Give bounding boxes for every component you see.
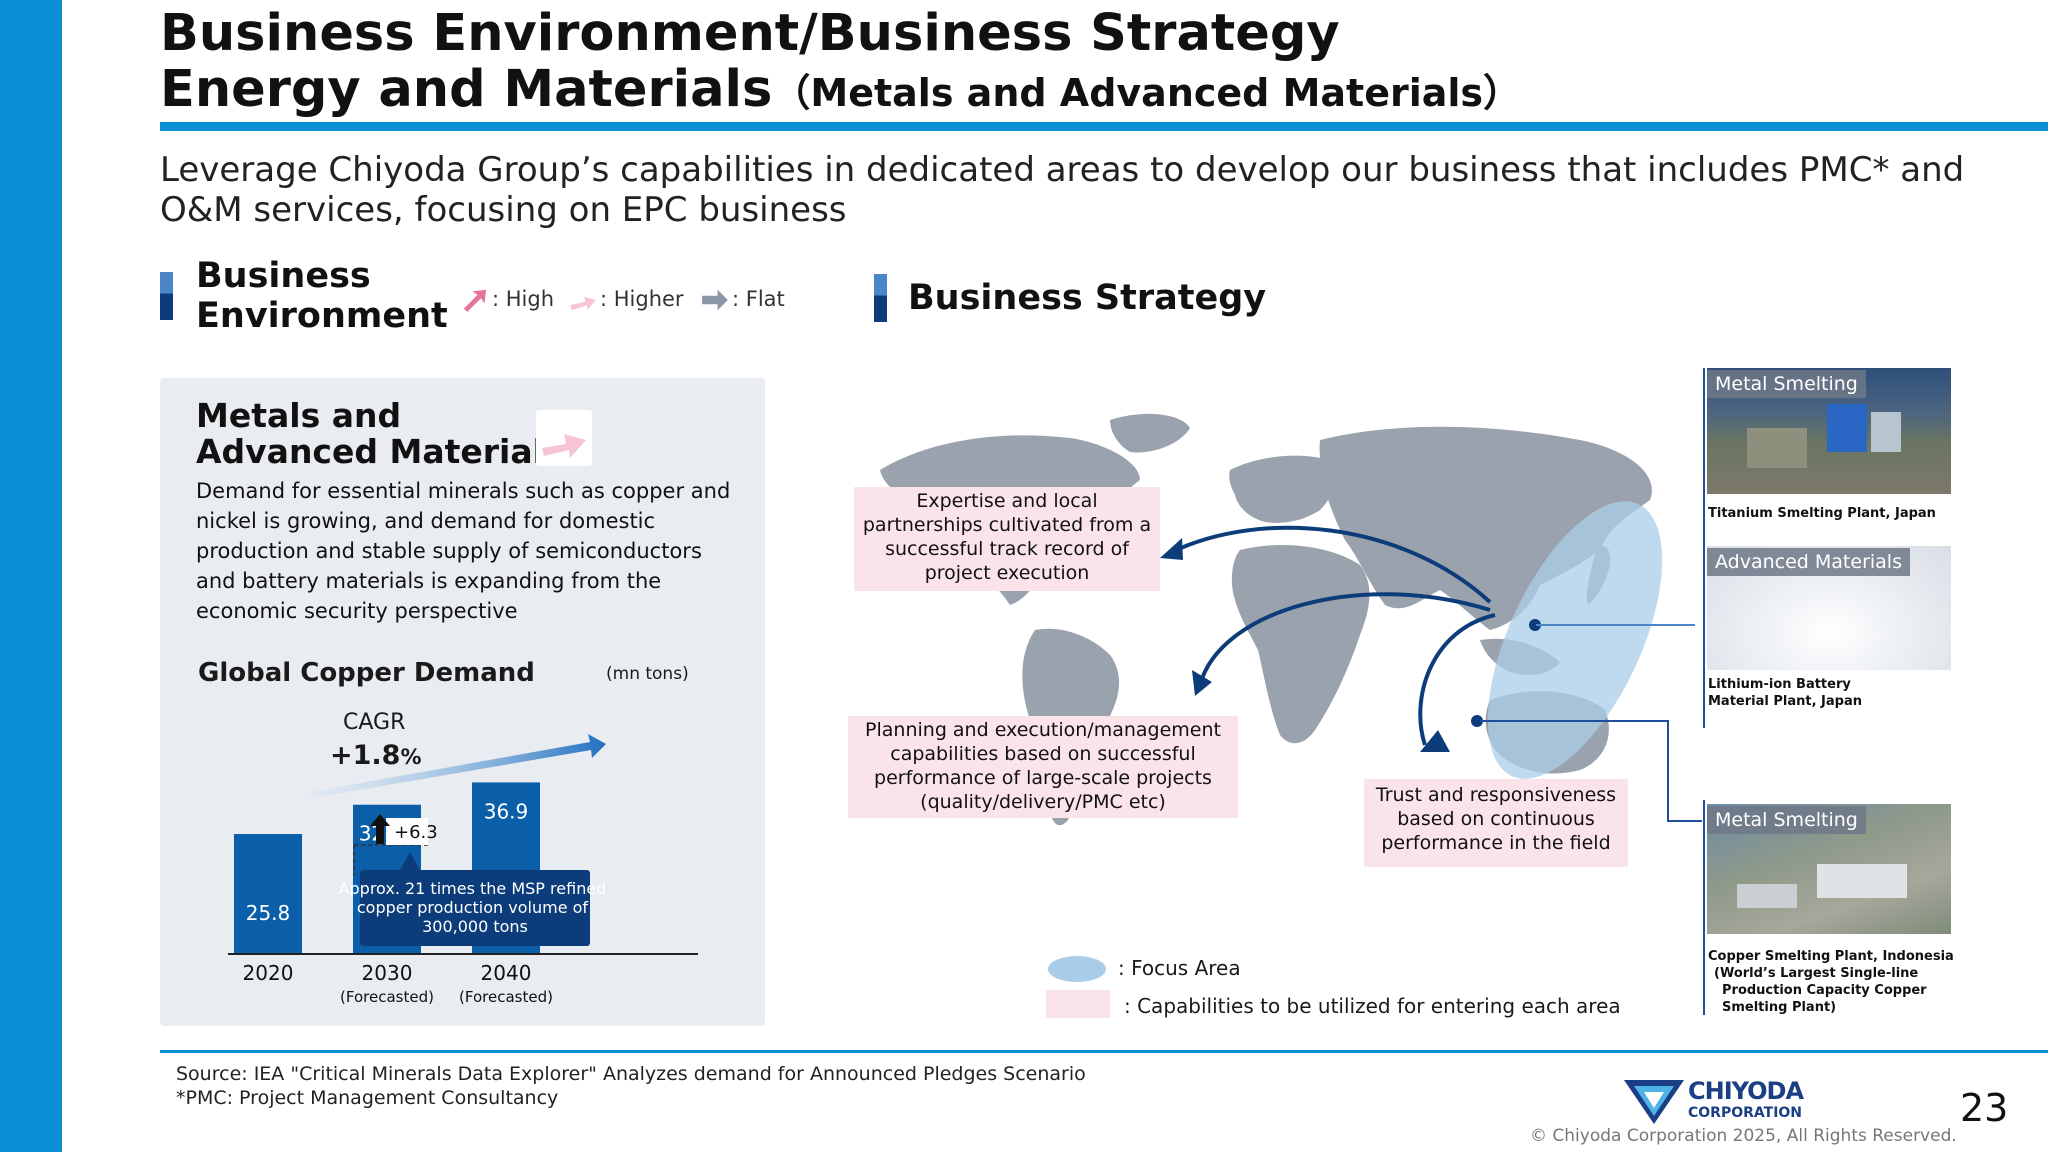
source-text: Source: IEA "Critical Minerals Data Expl… [176,1063,1086,1085]
arrow-right-icon [702,289,728,311]
asia-shape [1319,426,1652,630]
japan-dot [1529,619,1541,631]
callout-pointer [400,852,420,870]
bar-value-label: 25.8 [246,901,291,925]
focus-area-legend: : Focus Area [1118,956,1241,980]
photo-tag: Advanced Materials [1707,548,1910,576]
environment-heading-line2: Environment [196,296,448,336]
building-shape [1737,884,1797,908]
chart-unit: (mn tons) [606,664,689,684]
footer-divider [160,1050,2048,1053]
greenland-shape [1110,413,1190,453]
expertise-label: Expertise and local partnerships cultiva… [854,487,1160,591]
environment-heading: Business Environment [196,256,448,336]
arrow-higher-icon [536,410,592,466]
increment-up-icon [370,814,390,844]
building-shape [1871,412,1901,452]
connector-lines [1480,624,1702,822]
legend-high: : High [458,287,554,312]
lead-text: Leverage Chiyoda Group’s capabilities in… [160,150,1965,230]
capability-legend: : Capabilities to be utilized for enteri… [1124,994,1621,1018]
x-tick-label: 2030 [362,961,413,985]
arrow-up-right-icon [463,289,487,312]
capability-swatch [1046,990,1110,1018]
bar-2020 [234,834,302,954]
subtitle-main: Energy and Materials [160,60,773,119]
cagr-label: CAGR [343,710,406,735]
arrow-to-expertise [1171,525,1492,604]
photo-column-rule [1703,800,1705,1015]
metals-description: Demand for essential minerals such as co… [196,479,731,623]
photo-caption: Titanium Smelting Plant, Japan [1708,506,1936,521]
focus-area-swatch [1048,956,1106,982]
callout-line2: copper production volume of [357,898,589,917]
x-tick-label: 2020 [243,961,294,985]
arrow-to-trust [1418,613,1496,746]
arrow-up-right-light-icon [570,296,596,311]
increment-bg [386,818,428,845]
photo-tag: Metal Smelting [1707,806,1866,834]
chart-title: Global Copper Demand [198,658,535,688]
copyright: © Chiyoda Corporation 2025, All Rights R… [1530,1126,1957,1146]
increment-label: +6.3 [394,822,438,843]
callout-text: Approx. 21 times the MSP refined copper … [339,879,612,936]
page-subtitle: Energy and Materials（Metals and Advanced… [160,60,1521,119]
callout-box [360,870,590,946]
arrowhead-icon [1192,670,1212,696]
focus-area-ellipse [1487,501,1663,779]
legend-higher: : Higher [566,287,684,312]
environment-heading-line1: Business [196,256,371,296]
trust-label: Trust and responsiveness based on contin… [1364,779,1628,867]
callout-line3: 300,000 tons [422,917,528,936]
planning-label: Planning and execution/management capabi… [848,716,1238,818]
indonesia-dot [1471,715,1483,727]
cagr-value: +1.8% [330,740,422,771]
arrow-to-planning [1198,592,1491,686]
europe-shape [1229,455,1336,523]
subtitle-paren: （Metals and Advanced Materials） [772,71,1522,115]
legend-flat: : Flat [698,287,785,312]
building-shape [1817,864,1907,898]
x-tick-label: 2040 [481,961,532,985]
left-accent-bar [0,0,62,1152]
africa-shape [1231,545,1370,744]
bar-value-label: 36.9 [484,799,529,823]
photo-column-rule [1703,368,1705,728]
photo-tag: Metal Smelting [1707,370,1866,398]
metals-title: Metals and Advanced Materials [196,396,564,471]
pmc-note: *PMC: Project Management Consultancy [176,1087,559,1109]
x-sublabel: (Forecasted) [459,988,553,1006]
callout-line1: Approx. 21 times the MSP refined [339,879,607,898]
arrowhead-icon [1160,538,1183,560]
world-map [880,413,1663,826]
section-marker [874,274,887,322]
source-note: Source: IEA "Critical Minerals Data Expl… [176,1062,1086,1110]
page-number: 23 [1960,1086,2009,1130]
company-logo: CHIYODA CORPORATION [1688,1077,1804,1121]
section-marker [160,272,173,320]
x-sublabel: (Forecasted) [340,988,434,1006]
title-divider [160,122,2048,131]
chiyoda-logo-icon [1624,1080,1684,1124]
cagr-arrow-icon [310,734,606,798]
arrowhead-icon [1420,730,1450,752]
strategy-heading: Business Strategy [908,278,1267,318]
photo-caption: Copper Smelting Plant, Indonesia (World’… [1708,949,1954,1015]
building-shape [1747,428,1807,468]
photo-caption: Lithium-ion Battery Material Plant, Japa… [1708,677,1862,709]
copper-demand-chart: 25.832.136.9 +6.3 Approx. 21 times the M… [228,734,698,1006]
page-title: Business Environment/Business Strategy [160,4,1340,63]
building-shape [1827,404,1867,452]
